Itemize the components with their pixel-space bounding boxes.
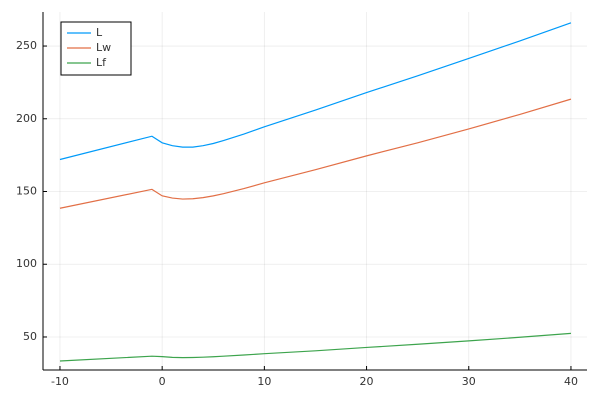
legend-label: L bbox=[96, 26, 103, 39]
x-tick-label: 40 bbox=[564, 375, 578, 388]
x-tick-label: 10 bbox=[257, 375, 271, 388]
line-series bbox=[59, 22, 572, 161]
x-tick-label: 0 bbox=[159, 375, 166, 388]
y-tick-label: 250 bbox=[16, 39, 37, 52]
legend-label: Lf bbox=[96, 56, 107, 69]
x-tick-label: -10 bbox=[51, 375, 69, 388]
y-tick-label: 150 bbox=[16, 185, 37, 198]
line-series bbox=[59, 332, 572, 362]
line-series bbox=[59, 98, 572, 209]
y-tick-label: 200 bbox=[16, 112, 37, 125]
x-tick-label: 30 bbox=[462, 375, 476, 388]
y-tick-label: 100 bbox=[16, 257, 37, 270]
x-tick-label: 20 bbox=[360, 375, 374, 388]
y-tick-label: 50 bbox=[23, 330, 37, 343]
legend-label: Lw bbox=[96, 41, 111, 54]
